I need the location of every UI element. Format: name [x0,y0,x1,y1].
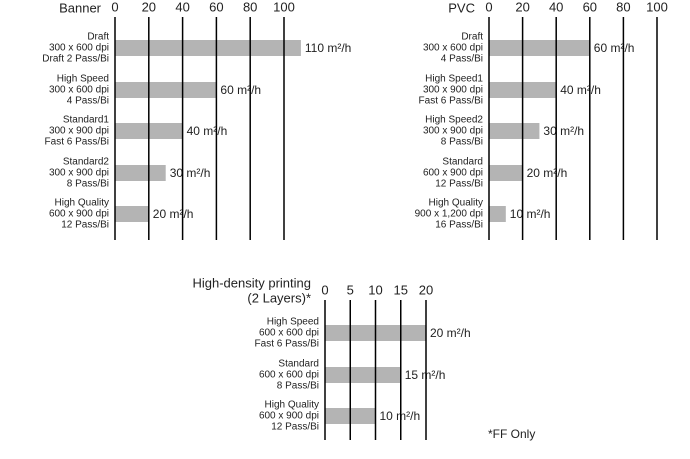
x-tick-label: 80 [243,0,257,14]
category-label: 8 Pass/Bi [441,137,483,148]
category-label: Fast 6 Pass/Bi [45,137,109,148]
category-label: 4 Pass/Bi [441,54,483,65]
bar [115,206,149,222]
bar [115,165,166,181]
category-label: 16 Pass/Bi [435,220,483,231]
value-label: 40 m²/h [187,124,228,138]
category-label: High Speed2 [425,115,483,126]
category-label: Standard1 [63,115,110,126]
category-label: Standard [442,157,483,168]
category-label: 300 x 900 dpi [423,85,483,96]
value-label: 20 m²/h [153,207,194,221]
category-label: Draft [87,32,109,43]
bar [489,40,590,56]
value-label: 15 m²/h [405,368,446,382]
bar [325,367,401,383]
category-label: 12 Pass/Bi [435,179,483,190]
category-label: Fast 6 Pass/Bi [255,339,319,350]
x-tick-label: 0 [111,0,118,14]
category-label: High Speed1 [425,74,483,85]
chart-title: High-density printing [192,275,311,290]
value-label: 30 m²/h [170,166,211,180]
category-label: 600 x 900 dpi [259,411,319,422]
category-label: High Quality [429,198,483,209]
category-label: Fast 6 Pass/Bi [419,96,483,107]
category-label: High Speed [57,74,109,85]
category-label: High Speed [267,317,319,328]
x-tick-label: 0 [485,0,492,14]
x-tick-label: 60 [209,0,223,14]
category-label: Standard [278,359,319,370]
category-label: 8 Pass/Bi [67,179,109,190]
value-label: 10 m²/h [380,409,421,423]
value-label: 20 m²/h [430,326,471,340]
category-label: 12 Pass/Bi [271,422,319,433]
category-label: 300 x 600 dpi [423,43,483,54]
x-tick-label: 40 [549,0,563,14]
x-tick-label: 20 [515,0,529,14]
category-label: 8 Pass/Bi [277,381,319,392]
x-tick-label: 20 [142,0,156,14]
bar [115,82,217,98]
bar [489,165,523,181]
category-label: Draft 2 Pass/Bi [42,54,109,65]
category-label: 300 x 900 dpi [49,126,109,137]
bar [115,40,301,56]
category-label: 4 Pass/Bi [67,96,109,107]
category-label: High Quality [265,400,319,411]
value-label: 60 m²/h [220,83,261,97]
annotation: *FF Only [488,427,535,441]
chart-title: PVC [448,0,475,15]
x-tick-label: 5 [347,282,354,297]
category-label: 300 x 900 dpi [49,168,109,179]
value-label: 60 m²/h [594,41,635,55]
value-label: 20 m²/h [527,166,568,180]
category-label: 12 Pass/Bi [61,220,109,231]
x-tick-label: 0 [321,282,328,297]
chart-title: (2 Layers)* [247,290,311,305]
category-label: Standard2 [63,157,110,168]
bar [489,206,506,222]
category-label: 600 x 900 dpi [49,209,109,220]
value-label: 110 m²/h [305,41,351,55]
chart-title: Banner [59,0,102,15]
category-label: High Quality [55,198,109,209]
category-label: 900 x 1,200 dpi [415,209,483,220]
x-tick-label: 60 [583,0,597,14]
category-label: 300 x 600 dpi [49,85,109,96]
category-label: Draft [461,32,483,43]
x-tick-label: 100 [646,0,668,14]
value-label: 10 m²/h [510,207,551,221]
x-tick-label: 10 [368,282,382,297]
category-label: 300 x 600 dpi [49,43,109,54]
x-tick-label: 40 [175,0,189,14]
x-tick-label: 20 [419,282,433,297]
category-label: 600 x 600 dpi [259,370,319,381]
x-tick-label: 100 [273,0,295,14]
value-label: 30 m²/h [543,124,584,138]
category-label: 600 x 600 dpi [259,328,319,339]
bar [489,123,540,139]
value-label: 40 m²/h [560,83,601,97]
x-tick-label: 80 [616,0,630,14]
category-label: 600 x 900 dpi [423,168,483,179]
x-tick-label: 15 [394,282,408,297]
category-label: 300 x 900 dpi [423,126,483,137]
